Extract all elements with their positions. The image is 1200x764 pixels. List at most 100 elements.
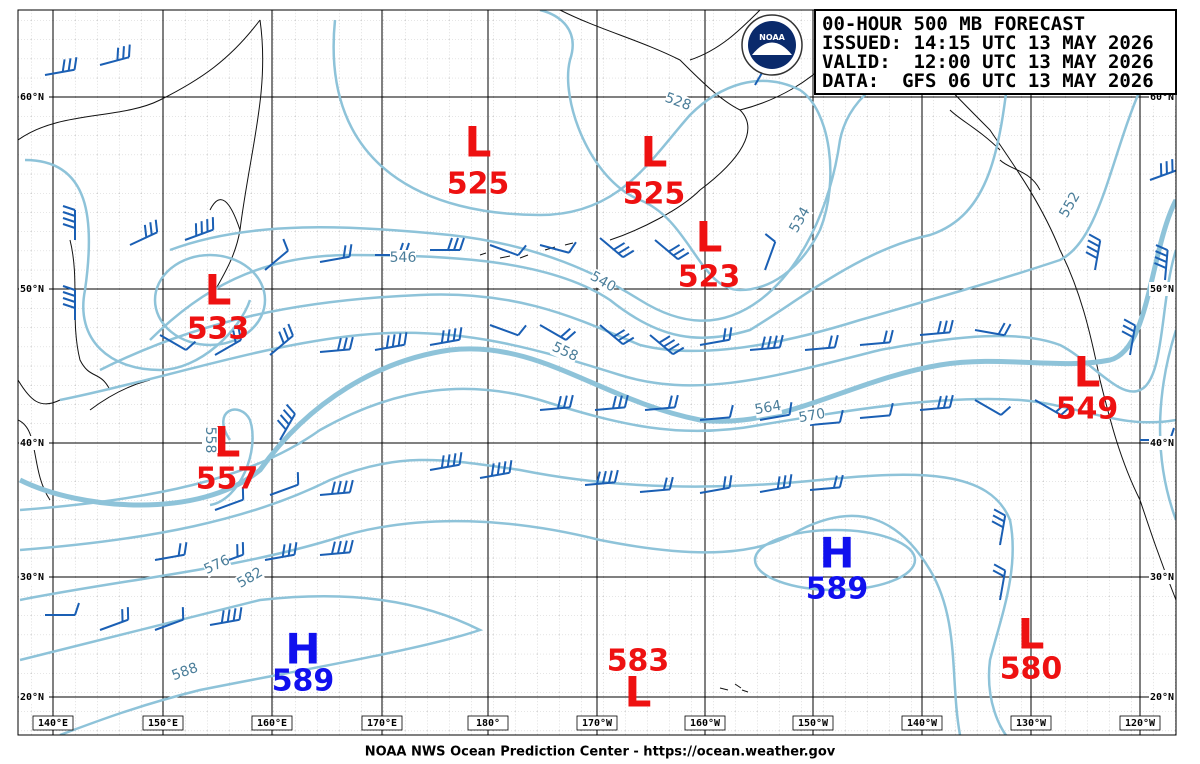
barb-feather [330, 481, 336, 495]
barb-staff [764, 241, 777, 271]
barb-feather [623, 394, 629, 408]
barb-feather [617, 332, 630, 342]
barb-feather [127, 44, 131, 58]
barb-feather [668, 476, 674, 490]
center-value: 525 [623, 177, 686, 212]
barb-feather [348, 479, 354, 493]
barb-feather [1123, 318, 1136, 327]
wind-barb [1121, 318, 1137, 356]
wind-barb [759, 402, 793, 421]
wind-barb [804, 334, 839, 351]
barb-feather [62, 205, 76, 211]
barb-feather [447, 237, 453, 251]
barb-staff [974, 399, 1002, 416]
contour-label-bg [1056, 189, 1084, 221]
wind-barb [749, 334, 784, 351]
wind-barb [214, 327, 242, 356]
wind-barb [319, 539, 354, 556]
map-frame [17, 9, 1177, 736]
wind-barb [764, 233, 777, 271]
barb-feather [211, 217, 215, 230]
barb-feather [508, 460, 513, 473]
barb-feather [440, 455, 445, 469]
barb-feather [282, 327, 290, 340]
wind-barb [264, 238, 289, 271]
contour-label-bg [797, 405, 827, 427]
barb-feather [183, 542, 188, 555]
latitude-label: 40°N [20, 438, 44, 449]
barb-feather [1155, 250, 1168, 258]
barb-feather [62, 211, 76, 217]
barb-feather [293, 542, 298, 555]
longitude-label-bg [1119, 715, 1161, 731]
barb-feather [121, 609, 124, 622]
footer: NOAA NWS Ocean Prediction Center - https… [365, 745, 836, 760]
barb-feather [565, 330, 577, 341]
wind-barb [654, 239, 690, 261]
wind-barb [159, 334, 197, 351]
barb-feather [154, 219, 159, 233]
barb-feather [562, 395, 568, 409]
latitude-label-bg [19, 570, 49, 584]
wind-barb [809, 409, 844, 426]
barb-feather [772, 335, 778, 349]
barb-feather [287, 323, 294, 337]
barb-feather [613, 329, 626, 338]
longitude-label: 150°W [798, 718, 829, 729]
barb-feather [342, 245, 347, 258]
barb-feather [185, 340, 197, 351]
barb-feather [276, 419, 287, 431]
barb-feather [838, 474, 844, 488]
barb-feather [595, 471, 601, 485]
center-value: 523 [678, 260, 741, 295]
barb-feather [1121, 330, 1134, 339]
barb-feather [1085, 251, 1098, 260]
barb-feather [296, 472, 300, 485]
longitude-label: 150°E [148, 718, 178, 729]
wind-barbs [44, 44, 1176, 631]
wind-barb [154, 542, 188, 561]
barb-feather [662, 477, 668, 491]
header-issued: ISSUED: 14:15 UTC 13 MAY 2026 [822, 32, 1154, 54]
wind-barb [639, 476, 674, 493]
contour-label-bg [663, 90, 693, 114]
wind-barb [479, 460, 513, 479]
wind-barb [62, 205, 76, 240]
wind-barb [599, 237, 635, 259]
center-letter: H [285, 625, 320, 674]
longitude-label-bg [467, 715, 509, 731]
wind-barb [44, 57, 78, 76]
barb-feather [1165, 161, 1168, 174]
contour-label: 546 [390, 250, 417, 266]
barb-feather [446, 454, 451, 468]
longitude-label: 170°W [582, 718, 613, 729]
barb-feather [342, 337, 348, 351]
barb-feather [336, 480, 342, 494]
contour-label-bg [202, 427, 218, 453]
barb-feather [948, 394, 954, 408]
wind-barb [269, 323, 294, 356]
center-letter: L [625, 668, 652, 717]
wind-barb [319, 336, 354, 353]
center-letter: L [214, 418, 241, 467]
barb-feather [458, 327, 463, 340]
center-value: 557 [196, 462, 259, 497]
barb-staff [489, 244, 519, 257]
wind-barb [264, 542, 298, 561]
barb-feather [722, 328, 727, 341]
barb-feather [611, 395, 617, 409]
wind-barb [699, 327, 733, 346]
longitude-label: 130°W [1016, 718, 1047, 729]
barb-feather [330, 541, 336, 555]
barb-feather [833, 334, 839, 348]
contour-label-bg [549, 339, 581, 365]
contour-label-bg [390, 250, 416, 266]
barb-feather [668, 244, 681, 253]
wind-barb [489, 244, 527, 257]
latitude-label: 30°N [1150, 572, 1174, 583]
longitude-label: 140°E [38, 718, 68, 729]
major-grid [18, 10, 1176, 735]
wind-barb [214, 487, 245, 511]
barb-feather [459, 237, 465, 251]
